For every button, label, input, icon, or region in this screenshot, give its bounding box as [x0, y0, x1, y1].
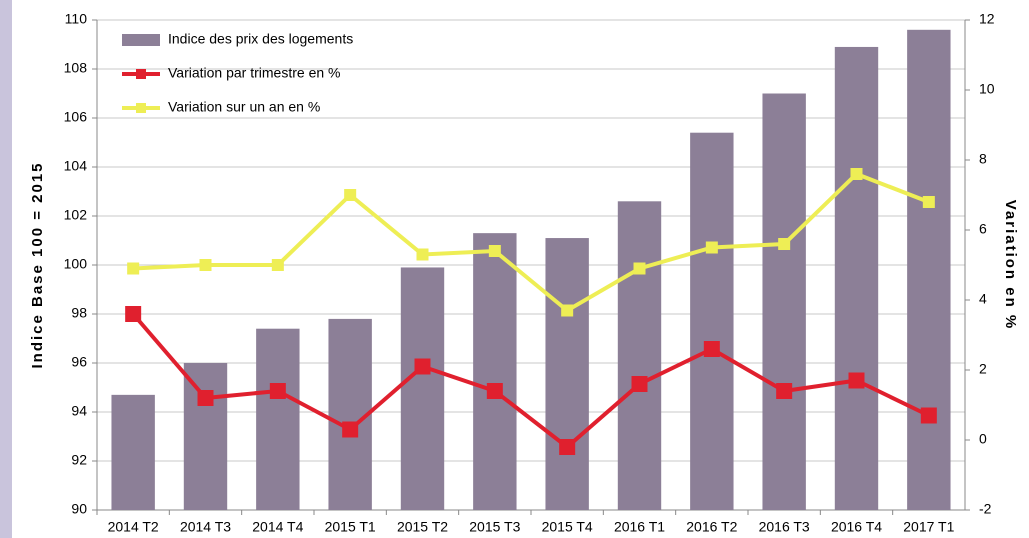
marker: [633, 262, 646, 275]
x-tick-label: 2016 T4: [831, 519, 882, 535]
x-tick-label: 2015 T1: [325, 519, 376, 535]
marker: [127, 262, 140, 275]
marker: [488, 245, 501, 257]
y-tick-label: 108: [64, 60, 88, 76]
y-tick-label: 92: [71, 452, 87, 468]
y-tick-label: 104: [64, 158, 88, 174]
y-tick-label: 90: [71, 501, 87, 517]
legend-label: Indice des prix des logements: [168, 31, 353, 47]
y-tick-label: 96: [71, 354, 87, 370]
marker: [342, 421, 359, 438]
bar: [111, 394, 155, 510]
marker: [922, 196, 935, 208]
marker: [776, 383, 793, 399]
marker: [344, 189, 357, 201]
y-axis-title: Indice Base 100 = 2015: [29, 161, 46, 368]
marker: [559, 439, 576, 455]
bar: [690, 132, 734, 510]
y-tick-label: 110: [65, 11, 88, 27]
y2-tick-label: 2: [979, 361, 987, 377]
legend-label: Variation sur un an en %: [168, 99, 320, 115]
marker: [125, 306, 142, 322]
x-tick-label: 2014 T4: [252, 519, 303, 535]
marker: [920, 407, 937, 424]
y-tick-label: 98: [71, 305, 87, 321]
y2-tick-label: 8: [979, 151, 987, 167]
legend-label: Variation par trimestre en %: [168, 65, 340, 81]
legend-marker: [136, 69, 146, 79]
x-tick-label: 2016 T3: [759, 519, 810, 535]
y-tick-label: 100: [64, 256, 88, 272]
marker: [778, 238, 791, 250]
marker: [703, 341, 720, 357]
legend-swatch: [122, 34, 160, 46]
x-tick-label: 2014 T3: [180, 519, 231, 535]
marker: [850, 168, 863, 180]
bar: [617, 201, 662, 511]
x-tick-label: 2016 T1: [614, 519, 665, 535]
x-tick-label: 2015 T4: [542, 519, 593, 535]
marker: [705, 241, 718, 254]
side-stripe: [0, 0, 12, 538]
marker: [486, 383, 503, 399]
y2-tick-label: 4: [979, 291, 987, 307]
marker: [197, 390, 214, 406]
x-tick-label: 2015 T2: [397, 519, 448, 535]
marker: [414, 358, 431, 375]
y2-tick-label: 12: [979, 11, 995, 27]
bar: [183, 363, 228, 510]
bar: [545, 238, 589, 511]
marker: [269, 383, 286, 399]
line: [133, 171, 930, 313]
marker: [271, 259, 284, 271]
y-tick-label: 102: [64, 207, 88, 223]
bar: [907, 29, 951, 511]
x-tick-label: 2015 T3: [469, 519, 520, 535]
marker: [199, 259, 212, 271]
x-tick-label: 2017 T1: [903, 519, 954, 535]
y-tick-label: 94: [71, 403, 87, 419]
y2-tick-label: 0: [979, 431, 987, 447]
y2-tick-label: 10: [979, 81, 995, 97]
marker: [631, 376, 648, 392]
y-tick-label: 106: [64, 109, 88, 125]
x-tick-label: 2016 T2: [686, 519, 737, 535]
bar: [473, 233, 517, 510]
line: [131, 312, 930, 450]
x-tick-label: 2014 T2: [108, 519, 159, 535]
y2-tick-label: 6: [979, 221, 987, 237]
marker: [561, 304, 574, 317]
y2-axis-title: Variation en %: [1002, 200, 1019, 331]
marker: [848, 372, 865, 389]
legend-marker: [136, 103, 146, 113]
marker: [416, 248, 429, 261]
y2-tick-label: -2: [979, 501, 992, 517]
bar: [834, 46, 879, 510]
bar: [400, 267, 445, 510]
bar: [256, 328, 300, 510]
bar: [762, 93, 806, 510]
